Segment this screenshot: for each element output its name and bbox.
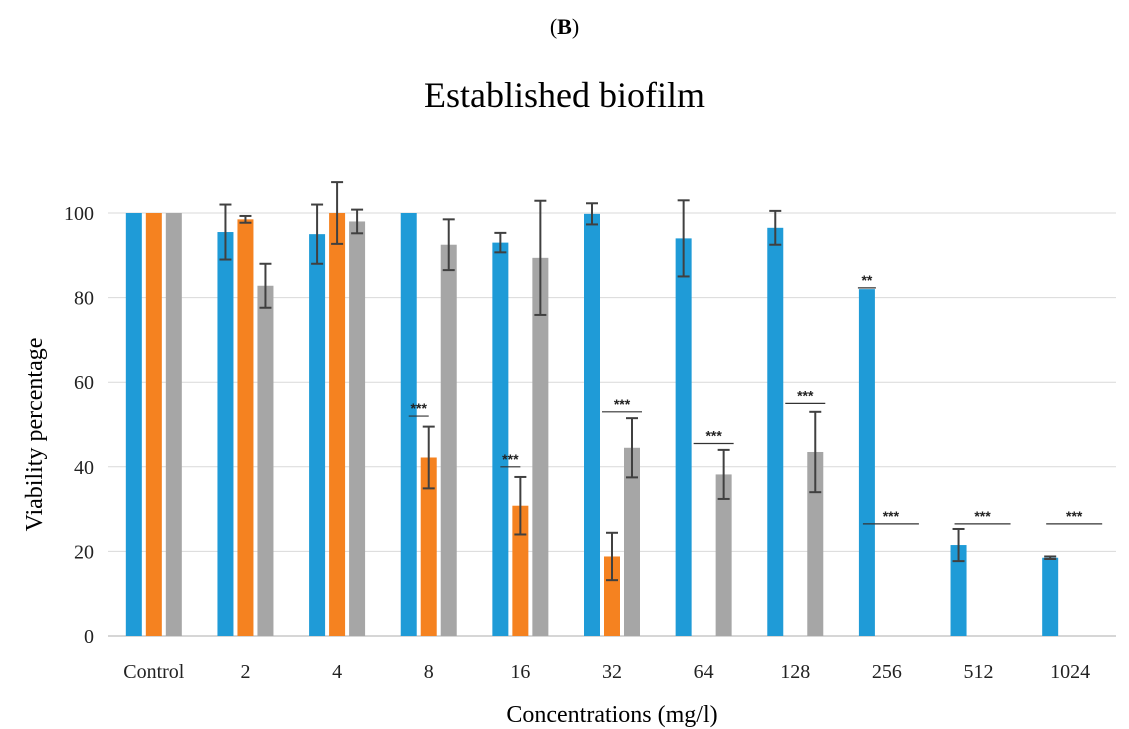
bar <box>532 257 549 636</box>
bar <box>125 213 142 636</box>
x-tick-label: 8 <box>424 661 434 683</box>
bar <box>217 232 234 636</box>
significance-stars: *** <box>411 400 428 416</box>
bar <box>512 505 529 636</box>
y-tick-label: 0 <box>84 626 94 648</box>
x-axis-title: Concentrations (mg/l) <box>506 702 717 728</box>
bar <box>624 447 640 636</box>
significance-stars: *** <box>974 508 991 524</box>
x-tick-label: 2 <box>240 661 250 683</box>
significance-stars: *** <box>797 387 814 403</box>
bar <box>604 556 620 636</box>
x-tick-label: 128 <box>780 661 810 683</box>
x-tick-labels: Control 2 4 8 16 32 64 128 256 512 1024 <box>123 661 1090 683</box>
significance-stars: *** <box>705 428 722 444</box>
bar <box>165 213 182 636</box>
panel-label: (B) <box>549 14 580 39</box>
bar <box>950 545 967 636</box>
x-tick-label: 1024 <box>1050 661 1090 683</box>
bar <box>767 227 784 636</box>
x-tick-label: 64 <box>694 661 714 683</box>
bar <box>440 244 457 636</box>
x-tick-label: 512 <box>964 661 994 683</box>
y-tick-label: 100 <box>64 203 94 225</box>
significance-stars: ** <box>861 272 872 288</box>
bar <box>400 213 417 636</box>
y-tick-label: 60 <box>74 372 94 394</box>
x-tick-label: 16 <box>510 661 530 683</box>
bar <box>807 451 824 636</box>
significance-annotations: ******************** *** *** <box>408 272 1103 525</box>
y-tick-label: 40 <box>74 457 94 479</box>
bar <box>237 219 254 636</box>
bar <box>257 285 274 636</box>
x-tick-label: 256 <box>872 661 902 683</box>
bar <box>715 474 732 636</box>
significance-stars: *** <box>883 508 900 524</box>
bar <box>329 213 346 636</box>
bar <box>349 221 366 636</box>
y-axis-title: Viability percentage <box>22 338 48 532</box>
bars <box>125 213 1059 637</box>
y-tick-labels: 0 20 40 60 80 100 <box>64 203 94 648</box>
bar <box>492 242 509 637</box>
bar <box>309 234 326 636</box>
y-tick-label: 80 <box>74 288 94 310</box>
bar <box>420 457 437 636</box>
bar <box>584 213 600 636</box>
significance-stars: *** <box>614 396 631 412</box>
x-tick-label: 4 <box>332 661 342 683</box>
x-tick-label: 32 <box>602 661 622 683</box>
chart-title: Established biofilm <box>424 75 705 115</box>
bar <box>1042 557 1059 636</box>
bar <box>145 213 162 636</box>
panel-letter: B <box>557 14 572 39</box>
significance-stars: *** <box>1066 508 1083 524</box>
error-bars <box>219 181 1057 582</box>
bar <box>675 238 692 636</box>
significance-stars: *** <box>502 451 519 467</box>
x-tick-label: Control <box>123 661 185 683</box>
bar <box>858 289 875 636</box>
y-tick-label: 20 <box>74 541 94 563</box>
